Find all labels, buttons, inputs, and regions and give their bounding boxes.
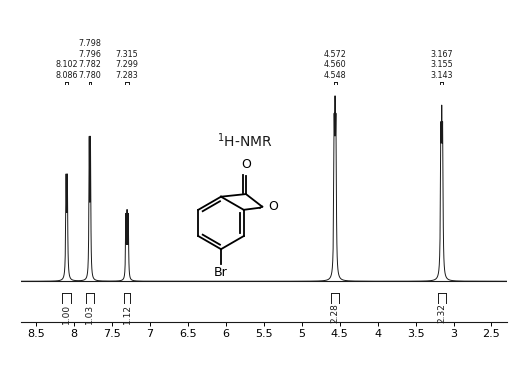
Text: 2.28: 2.28 (330, 303, 340, 324)
Text: 8.102
8.086: 8.102 8.086 (55, 60, 78, 80)
Text: $^1$H-NMR: $^1$H-NMR (217, 131, 272, 150)
Text: 7.315
7.299
7.283: 7.315 7.299 7.283 (116, 49, 139, 80)
Text: 1.00: 1.00 (62, 303, 71, 324)
Text: 4.572
4.560
4.548: 4.572 4.560 4.548 (324, 49, 346, 80)
Text: 2.32: 2.32 (437, 303, 446, 324)
Text: 3.167
3.155
3.143: 3.167 3.155 3.143 (430, 49, 453, 80)
Text: 1.12: 1.12 (123, 303, 131, 324)
Text: 1.03: 1.03 (85, 303, 94, 324)
Text: 7.798
7.796
7.782
7.780: 7.798 7.796 7.782 7.780 (79, 39, 101, 80)
